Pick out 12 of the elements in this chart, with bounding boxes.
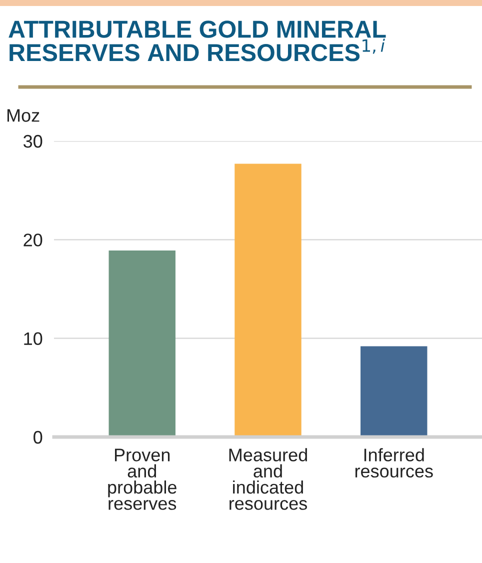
chart-title: ATTRIBUTABLE GOLD MINERAL RESERVES AND RESOURCES$^{1,i}$ xyxy=(8,20,386,62)
bar xyxy=(108,250,176,437)
x-tick-label: Inferred resources xyxy=(355,448,433,478)
y-tick-label: 0 xyxy=(34,430,42,444)
y-axis-title: Moz xyxy=(7,109,40,122)
y-tick-label: 10 xyxy=(24,332,42,346)
x-tick-label: Proven and probable reserves xyxy=(108,448,176,510)
bar xyxy=(234,164,302,437)
y-tick-label: 30 xyxy=(23,134,42,148)
bar xyxy=(360,346,428,437)
y-tick-label: 20 xyxy=(24,234,42,246)
x-tick-label: Measured and indicated resources xyxy=(229,448,307,510)
